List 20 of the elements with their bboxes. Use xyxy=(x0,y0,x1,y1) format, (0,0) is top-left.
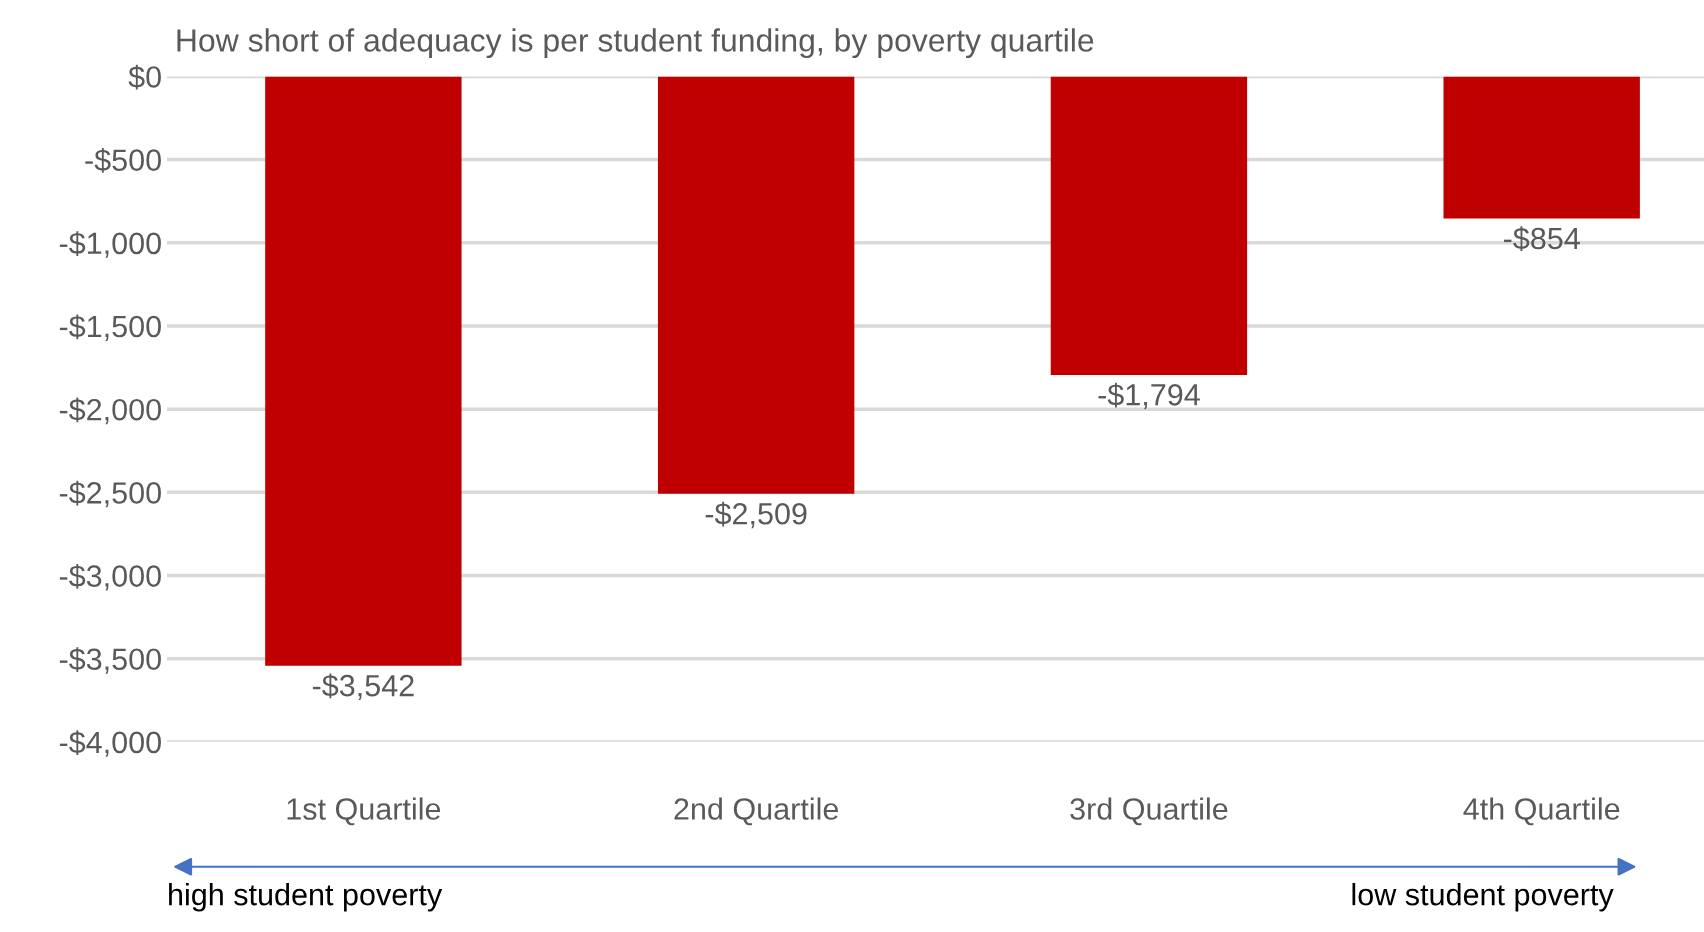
data-label: -$3,542 xyxy=(312,673,414,701)
y-tick-label: -$2,500 xyxy=(59,480,161,508)
x-tick-label: 4th Quartile xyxy=(1463,797,1620,826)
data-label: -$854 xyxy=(1503,226,1580,252)
y-tick-label: -$3,000 xyxy=(59,563,161,591)
y-tick-label: -$1,000 xyxy=(59,231,161,258)
x-tick-label: 2nd Quartile xyxy=(674,797,839,826)
chart-title: How short of adequacy is per student funding, by poverty quartile xyxy=(177,28,1094,59)
x-tick-label: 3rd Quartile xyxy=(1070,797,1228,826)
y-tick-label: -$2,000 xyxy=(59,397,161,425)
y-tick-label: -$500 xyxy=(85,148,161,173)
y-tick-label: -$3,500 xyxy=(59,647,161,674)
y-tick-label: -$4,000 xyxy=(59,730,161,757)
data-label: -$1,794 xyxy=(1098,382,1200,410)
text: low student poverty xyxy=(1352,883,1614,912)
y-tick-label: $0 xyxy=(128,64,161,90)
y-tick-label: -$1,500 xyxy=(59,314,161,341)
text: high student poverty xyxy=(169,883,443,912)
x-tick-label: 1st Quartile xyxy=(287,797,441,826)
data-label: -$2,509 xyxy=(705,501,807,529)
